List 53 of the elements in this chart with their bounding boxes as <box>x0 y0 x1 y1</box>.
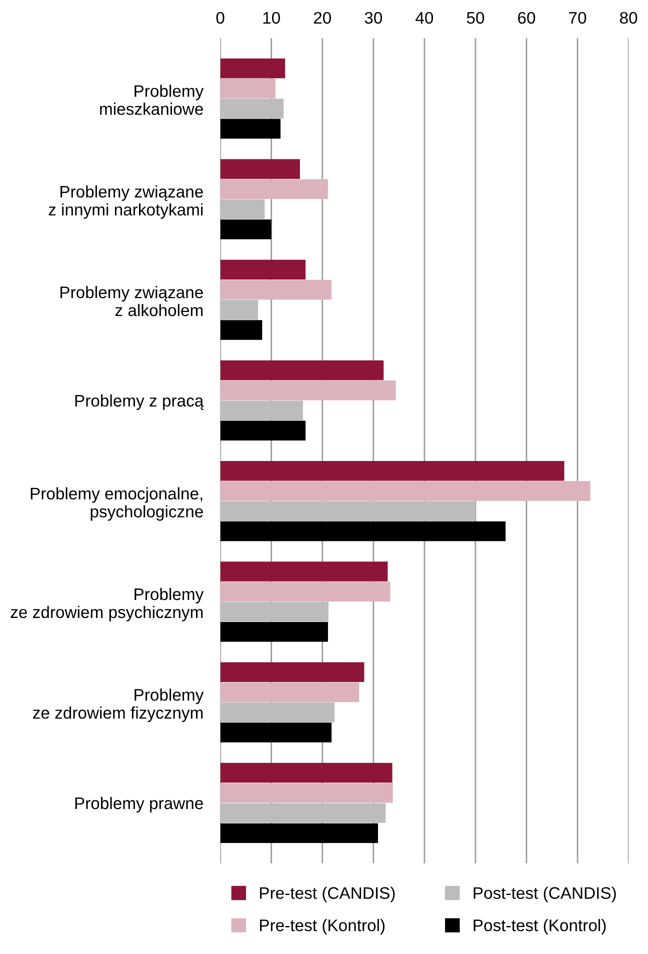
bar <box>220 461 564 481</box>
bar <box>220 783 393 803</box>
bar <box>220 803 386 823</box>
bar <box>220 179 328 199</box>
bar <box>220 682 360 702</box>
bar <box>220 420 306 440</box>
x-tick-label: 20 <box>314 12 331 24</box>
bar <box>220 501 476 522</box>
bar <box>220 400 303 420</box>
bar <box>220 722 332 742</box>
bar <box>220 662 364 682</box>
legend-label: Post-test (CANDIS) <box>474 886 616 902</box>
bar <box>220 280 332 300</box>
y-tick-label: Problemy mieszkaniowe <box>100 84 204 115</box>
bar <box>220 582 390 602</box>
y-tick-label: Problemy emocjonalne, psychologiczne <box>30 487 203 521</box>
bar <box>220 380 396 400</box>
bar <box>220 118 281 139</box>
legend-label: Pre-test (Kontrol) <box>260 919 385 935</box>
y-tick-label: Problemy ze zdrowiem psychicznym <box>10 588 204 622</box>
y-tick-label: Problemy związane z innymi narkotykami <box>48 185 203 219</box>
bar <box>220 98 284 118</box>
y-tick-label: Problemy związane z alkoholem <box>60 286 203 316</box>
y-tick-label: Problemy ze zdrowiem fizycznym <box>33 688 204 722</box>
x-tick-label: 50 <box>466 12 484 24</box>
x-tick-label: 0 <box>216 12 224 24</box>
bar <box>220 562 388 582</box>
x-tick-label: 10 <box>263 12 280 24</box>
legend-label: Post-test (Kontrol) <box>474 919 606 935</box>
bar <box>220 58 286 78</box>
bar <box>220 702 335 722</box>
bar <box>220 320 262 340</box>
bar <box>220 762 392 783</box>
y-tick-label: Problemy prawne <box>75 796 203 812</box>
bar <box>220 300 258 320</box>
x-tick-label: 30 <box>364 12 382 24</box>
bar <box>220 622 328 642</box>
bar <box>220 78 276 98</box>
bar <box>220 521 506 542</box>
bar <box>220 481 590 501</box>
x-tick-label: 40 <box>416 12 434 24</box>
bar <box>220 360 384 380</box>
x-tick-label: 70 <box>569 12 586 24</box>
bar <box>220 220 272 240</box>
x-tick-label: 80 <box>620 12 638 24</box>
x-tick-label: 60 <box>518 12 536 24</box>
bar <box>220 260 306 280</box>
y-tick-label: Problemy z pracą <box>75 394 204 410</box>
bar <box>220 159 300 179</box>
bar <box>220 823 378 844</box>
bar <box>220 199 265 220</box>
legend-label: Pre-test (CANDIS) <box>260 886 395 902</box>
bar <box>220 602 329 622</box>
